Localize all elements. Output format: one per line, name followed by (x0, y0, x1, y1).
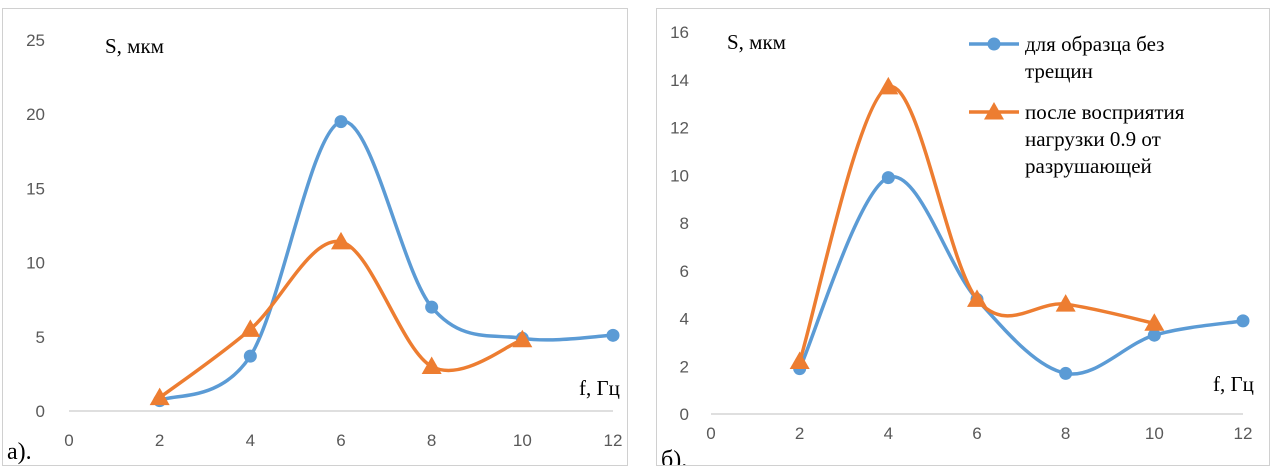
data-point-a-1 (335, 115, 348, 128)
y-tick-label-a: 0 (36, 402, 45, 421)
legend-label-2: разрушающей (1025, 154, 1152, 178)
legend-label-2: нагрузки 0.9 от (1025, 127, 1161, 151)
x-tick-label-a: 4 (246, 431, 255, 450)
chart-panel-b: 0 2 4 6 8 10 12 14 16 0 2 4 6 8 10 12 S, мкм f, Гц б). для … (656, 8, 1270, 466)
data-point-b-2 (878, 77, 898, 95)
series-line-b-1 (800, 177, 1243, 374)
legend-label-1: трещин (1025, 59, 1093, 83)
y-tick-label-a: 5 (36, 328, 45, 347)
y-axis-label-a: S, мкм (105, 34, 164, 58)
x-axis-label-a: f, Гц (579, 376, 620, 400)
x-tick-label-b: 0 (706, 424, 715, 443)
y-tick-label-a: 15 (26, 179, 45, 198)
legend-label-1: для образца без (1025, 32, 1164, 56)
y-tick-label-b: 8 (680, 214, 689, 233)
x-tick-label-b: 4 (884, 424, 893, 443)
y-tick-label-a: 25 (26, 31, 45, 50)
y-tick-label-b: 2 (680, 357, 689, 376)
series-line-a-2 (160, 241, 523, 397)
y-axis-label-b: S, мкм (727, 30, 786, 54)
x-tick-label-b: 6 (972, 424, 981, 443)
chart-a-svg: 0 5 10 15 20 25 0 2 4 6 8 10 12 S, мкм f, Гц а). (3, 9, 627, 465)
y-tick-label-b: 16 (670, 23, 689, 42)
x-tick-label-a: 8 (427, 431, 436, 450)
data-point-a-1 (425, 301, 438, 314)
x-tick-label-a: 10 (513, 431, 532, 450)
x-tick-label-a: 12 (604, 431, 623, 450)
x-tick-label-b: 12 (1234, 424, 1253, 443)
x-tick-label-b: 8 (1061, 424, 1070, 443)
x-tick-label-b: 10 (1145, 424, 1164, 443)
panel-label-b: б). (661, 447, 687, 465)
chart-panel-a: 0 5 10 15 20 25 0 2 4 6 8 10 12 S, мкм f, Гц а). (2, 8, 628, 466)
data-point-a-1 (244, 350, 257, 363)
x-tick-label-a: 2 (155, 431, 164, 450)
y-tick-label-b: 14 (670, 71, 689, 90)
y-tick-label-b: 4 (680, 310, 689, 329)
legend-label-2: после восприятия (1025, 100, 1185, 124)
data-point-b-1 (1059, 367, 1072, 380)
y-tick-label-b: 12 (670, 119, 689, 138)
y-tick-label-b: 6 (680, 262, 689, 281)
chart-b-svg: 0 2 4 6 8 10 12 14 16 0 2 4 6 8 10 12 S, мкм f, Гц б). для … (657, 9, 1269, 465)
x-tick-label-b: 2 (795, 424, 804, 443)
x-tick-label-a: 0 (64, 431, 73, 450)
series-line-a-1 (160, 121, 613, 400)
panel-label-a: а). (7, 439, 32, 465)
y-tick-label-a: 10 (26, 254, 45, 273)
data-point-a-2 (150, 388, 170, 406)
legend-marker-1 (988, 38, 1001, 51)
x-tick-label-a: 6 (336, 431, 345, 450)
data-point-a-1 (607, 329, 620, 342)
y-tick-label-b: 10 (670, 166, 689, 185)
y-tick-label-a: 20 (26, 105, 45, 124)
data-point-b-1 (1237, 314, 1250, 327)
data-point-b-1 (882, 171, 895, 184)
y-tick-label-b: 0 (680, 405, 689, 424)
x-axis-label-b: f, Гц (1213, 372, 1254, 396)
